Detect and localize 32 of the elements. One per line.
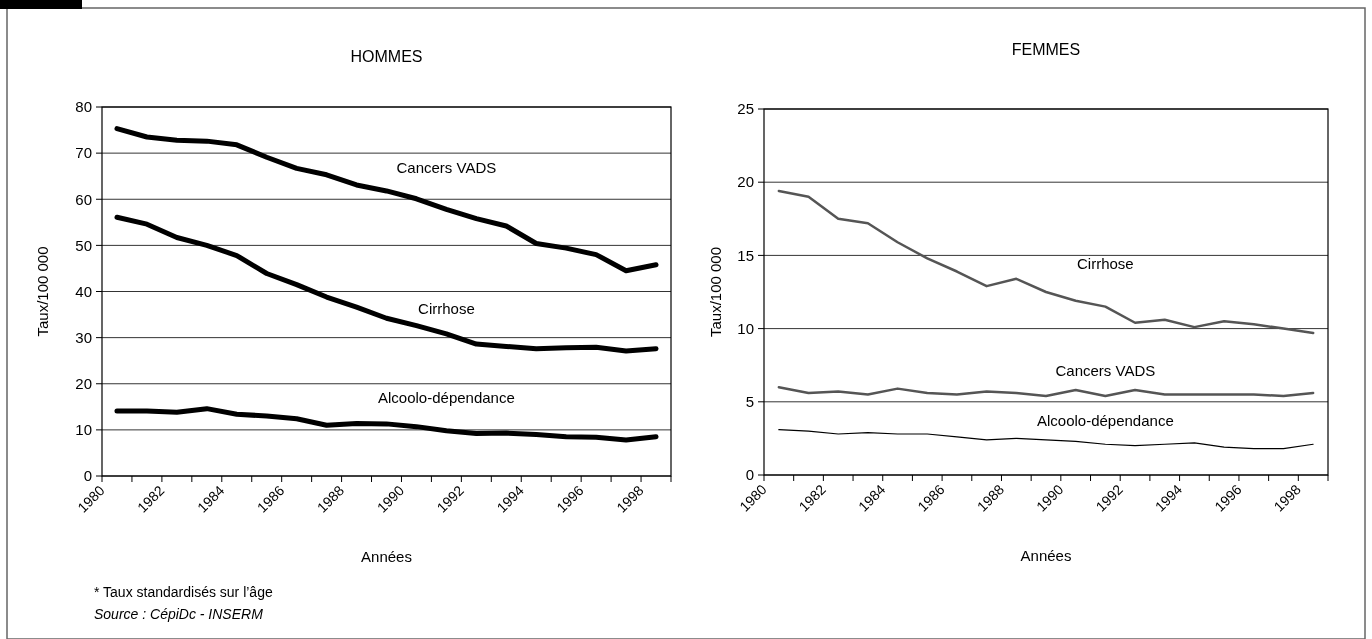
y-tick-label: 60 xyxy=(75,190,92,208)
line-series xyxy=(777,385,1315,398)
y-tick-label: 20 xyxy=(75,375,92,392)
y-tick-label: 40 xyxy=(75,282,92,300)
chart-title: HOMMES xyxy=(350,48,423,65)
y-tick-label: 0 xyxy=(745,466,754,484)
y-tick-label: 30 xyxy=(75,328,92,346)
y-tick-label: 5 xyxy=(745,393,754,411)
y-tick-label: 80 xyxy=(75,98,92,116)
y-axis-title: Taux/100 000 xyxy=(34,246,51,337)
series-label: Alcoolo-dépendance xyxy=(1036,412,1174,430)
x-axis-title: Années xyxy=(361,548,412,565)
line-series xyxy=(777,189,1315,335)
x-axis-title: Années xyxy=(1020,547,1072,564)
y-tick-label: 10 xyxy=(75,421,92,439)
y-tick-label: 25 xyxy=(737,100,754,118)
line-series xyxy=(778,429,1314,450)
series-label: Cirrhose xyxy=(418,299,475,317)
text: * Taux standardisés sur l’âge xyxy=(94,584,273,600)
y-tick-label: 10 xyxy=(737,319,754,337)
series-label: Cancers VADS xyxy=(396,159,497,177)
y-tick-label: 0 xyxy=(83,467,92,485)
y-tick-label: 15 xyxy=(737,246,754,264)
series-label: Alcoolo-dépendance xyxy=(378,388,515,406)
source-note: Source : CépiDc - INSERM xyxy=(94,606,264,622)
y-tick-label: 20 xyxy=(737,173,754,191)
y-tick-label: 70 xyxy=(75,144,92,162)
chart-title: FEMMES xyxy=(1011,41,1081,58)
y-axis-title: Taux/100 000 xyxy=(707,246,724,338)
series-label: Cirrhose xyxy=(1077,254,1134,272)
y-tick-label: 50 xyxy=(75,236,92,254)
series-label: Cancers VADS xyxy=(1055,361,1156,379)
